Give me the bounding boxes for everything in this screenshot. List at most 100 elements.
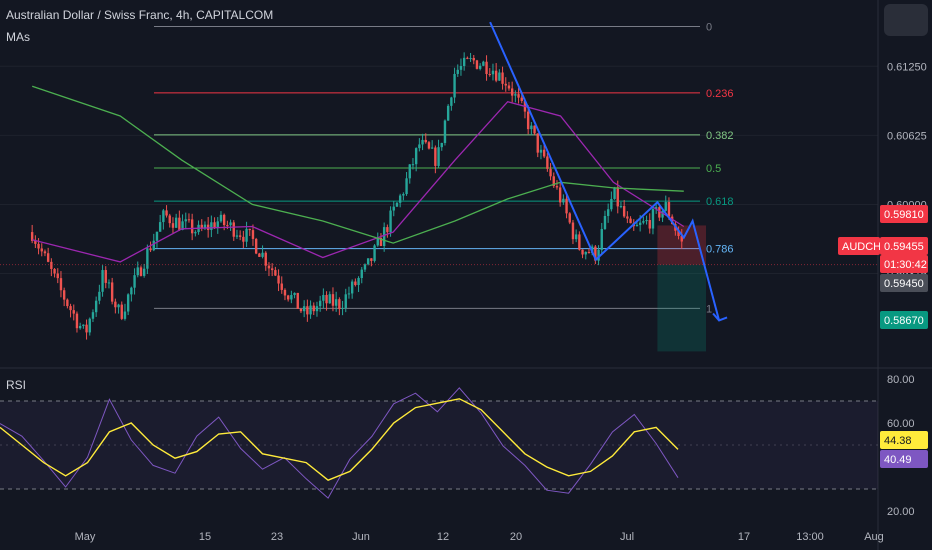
candle-body bbox=[286, 295, 290, 300]
candle-body bbox=[552, 176, 555, 187]
candle-body bbox=[597, 249, 600, 261]
target-price-label-bg bbox=[880, 311, 928, 329]
candle-body bbox=[427, 142, 431, 149]
settings-button[interactable] bbox=[884, 4, 928, 36]
candle-body bbox=[136, 267, 139, 276]
candle-body bbox=[379, 237, 383, 247]
candle-body bbox=[363, 264, 367, 270]
symbol-title: Australian Dollar / Swiss Franc, 4h, CAP… bbox=[6, 8, 274, 22]
candle-body bbox=[120, 304, 123, 319]
rsi-label[interactable]: RSI bbox=[6, 378, 27, 392]
candle-body bbox=[322, 294, 325, 301]
candle-body bbox=[366, 258, 370, 265]
candle-body bbox=[162, 210, 165, 223]
candle-body bbox=[213, 222, 216, 228]
candle-body bbox=[210, 222, 213, 230]
candle-body bbox=[69, 306, 72, 311]
candle-body bbox=[258, 253, 261, 257]
rsi-signal-value-bg bbox=[880, 431, 928, 449]
trend-drawing[interactable] bbox=[489, 21, 728, 322]
candle-body bbox=[402, 194, 405, 196]
candle-body bbox=[354, 281, 357, 286]
candle-body bbox=[344, 294, 347, 308]
candle-body bbox=[571, 222, 575, 240]
indicator-label[interactable]: MAs bbox=[6, 30, 30, 44]
candle-body bbox=[562, 198, 565, 203]
candle-body bbox=[229, 222, 232, 226]
candle-body bbox=[142, 268, 146, 276]
candle-body bbox=[328, 294, 331, 304]
candle-body bbox=[283, 289, 287, 296]
fibonacci-retracement[interactable]: 0 0.236 0.382 0.5 0.618 0.786 1 bbox=[154, 22, 734, 316]
fib-level-label: 0.5 bbox=[706, 163, 721, 175]
rsi-line bbox=[0, 387, 679, 499]
candle-body bbox=[645, 220, 648, 222]
candle-body bbox=[338, 299, 341, 309]
candle-body bbox=[408, 164, 411, 179]
candle-body bbox=[651, 209, 655, 229]
candle-body bbox=[421, 139, 424, 145]
entry-price-label: 0.59450 bbox=[884, 278, 924, 290]
candle-body bbox=[539, 149, 543, 153]
candle-body bbox=[462, 57, 466, 67]
candle-body bbox=[296, 292, 299, 309]
candle-body bbox=[581, 249, 584, 255]
rsi-band bbox=[0, 401, 878, 489]
candle-body bbox=[331, 294, 335, 306]
candle-body bbox=[155, 231, 159, 241]
candle-body bbox=[184, 219, 187, 222]
candlestick-series[interactable] bbox=[30, 52, 683, 340]
candle-body bbox=[235, 235, 239, 237]
candle-body bbox=[130, 287, 133, 295]
candle-body bbox=[638, 222, 642, 225]
trend-path bbox=[489, 21, 721, 321]
candle-body bbox=[405, 178, 408, 195]
target-zone bbox=[657, 264, 706, 352]
candle-body bbox=[302, 306, 306, 312]
candle-body bbox=[584, 251, 587, 255]
candle-body bbox=[149, 248, 152, 251]
candle-body bbox=[254, 238, 258, 254]
rsi-tick-label: 80.00 bbox=[887, 374, 915, 386]
time-tick-label: 23 bbox=[271, 531, 283, 543]
candle-body bbox=[667, 202, 671, 217]
candle-body bbox=[446, 105, 450, 121]
candle-body bbox=[107, 282, 111, 284]
rsi-value: 40.49 bbox=[884, 454, 912, 466]
candle-body bbox=[488, 74, 491, 76]
candle-body bbox=[542, 149, 546, 157]
candle-body bbox=[424, 139, 427, 143]
candle-body bbox=[290, 295, 293, 300]
candle-body bbox=[46, 253, 50, 262]
fib-level-label: 0.786 bbox=[706, 244, 734, 256]
candle-body bbox=[469, 57, 472, 59]
arrow-head bbox=[712, 312, 728, 322]
time-tick-label: 17 bbox=[738, 531, 750, 543]
candle-body bbox=[312, 305, 315, 312]
candle-body bbox=[190, 219, 194, 234]
projection-box[interactable] bbox=[0, 225, 878, 352]
candle-body bbox=[309, 305, 312, 315]
candle-body bbox=[549, 168, 552, 177]
fib-level-label: 0.382 bbox=[706, 130, 734, 142]
candle-body bbox=[533, 125, 536, 134]
rsi-tick-label: 20.00 bbox=[887, 506, 915, 518]
candle-body bbox=[66, 299, 69, 307]
candle-body bbox=[370, 258, 373, 261]
candle-body bbox=[437, 147, 440, 166]
symbol-tag-bg bbox=[838, 237, 880, 255]
candle-body bbox=[104, 270, 107, 283]
candle-body bbox=[277, 275, 280, 284]
candle-body bbox=[152, 240, 155, 251]
candle-body bbox=[91, 312, 95, 319]
candle-body bbox=[50, 261, 53, 269]
candle-body bbox=[430, 147, 434, 149]
candle-body bbox=[648, 220, 651, 229]
candle-body bbox=[158, 222, 162, 232]
candle-body bbox=[440, 142, 443, 148]
rsi-signal-value: 44.38 bbox=[884, 435, 912, 447]
candle-body bbox=[251, 230, 255, 239]
candle-body bbox=[382, 227, 386, 247]
stop-price-label-bg bbox=[880, 205, 928, 223]
